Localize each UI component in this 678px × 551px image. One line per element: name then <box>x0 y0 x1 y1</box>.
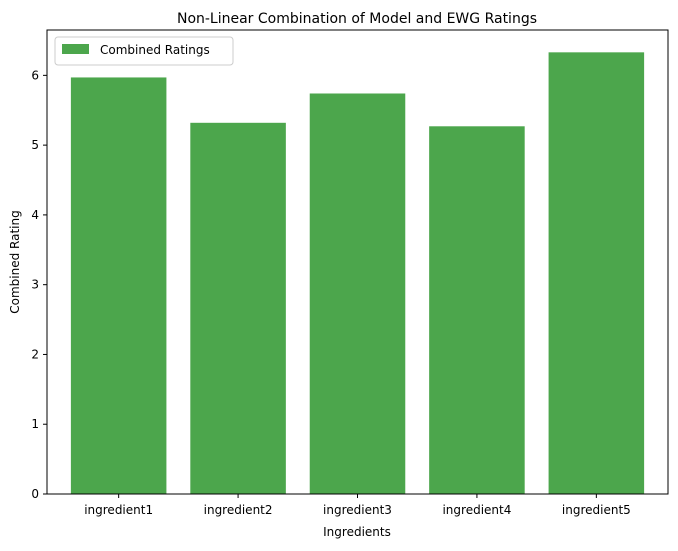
y-tick-label: 3 <box>31 278 39 292</box>
y-tick-label: 1 <box>31 417 39 431</box>
legend: Combined Ratings <box>54 36 234 66</box>
y-axis: 0 1 2 3 4 5 6 <box>31 68 47 501</box>
legend-label: Combined Ratings <box>100 43 210 57</box>
legend-box <box>54 36 234 66</box>
legend-swatch <box>62 44 89 54</box>
x-axis-label: Ingredients <box>323 525 391 539</box>
chart-title: Non-Linear Combination of Model and EWG … <box>177 11 537 27</box>
x-tick-label: ingredient1 <box>84 503 153 517</box>
y-tick-label: 5 <box>31 138 39 152</box>
y-tick-label: 6 <box>31 68 39 82</box>
bars-layer <box>70 52 645 495</box>
bar-ingredient5 <box>548 52 645 494</box>
y-axis-label: Combined Rating <box>8 210 22 313</box>
y-tick-label: 4 <box>31 208 39 222</box>
y-tick-label: 0 <box>31 487 39 501</box>
x-tick-label: ingredient4 <box>442 503 511 517</box>
x-tick-label: ingredient5 <box>562 503 631 517</box>
bar-ingredient4 <box>429 126 525 494</box>
bar-ingredient1 <box>70 77 167 494</box>
x-axis: ingredient1 ingredient2 ingredient3 ingredi… <box>84 494 631 517</box>
bar-ingredient3 <box>309 93 406 495</box>
y-tick-label: 2 <box>31 347 39 361</box>
bar-ingredient2 <box>190 122 286 495</box>
x-tick-label: ingredient3 <box>323 503 392 517</box>
x-tick-label: ingredient2 <box>204 503 273 517</box>
